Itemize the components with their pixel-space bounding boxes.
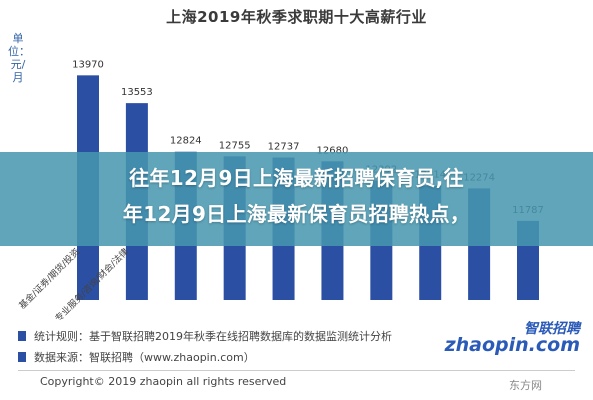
bar-value-label-3: 12824 bbox=[170, 136, 202, 147]
brand-logo-cn: 智联招聘 bbox=[524, 321, 580, 337]
headline-overlay bbox=[0, 152, 593, 246]
watermark: 东方网 bbox=[505, 376, 546, 394]
copyright-text: Copyright© 2019 zhaopin all rights reser… bbox=[40, 375, 287, 388]
legend-square-icon bbox=[18, 352, 26, 362]
headline-line-2: 年12月9日上海最新保育员招聘热点， bbox=[122, 202, 471, 226]
bar-value-label-5: 12737 bbox=[268, 142, 300, 153]
brand-logo-en: zhaopin.com bbox=[444, 334, 580, 356]
chart-title: 上海2019年秋季求职期十大高薪行业 bbox=[166, 8, 427, 26]
legend-stat-rule-text: 统计规则：基于智联招聘2019年秋季在线招聘数据库的数据监测统计分析 bbox=[34, 330, 392, 343]
legend-square-icon bbox=[18, 331, 26, 341]
legend-data-source: 数据来源：智联招聘（www.zhaopin.com） bbox=[18, 349, 255, 365]
bar-value-label-1: 13970 bbox=[72, 59, 104, 70]
footer-divider bbox=[18, 370, 575, 371]
y-axis-label: 单位：元/月 bbox=[8, 32, 30, 84]
bar-value-label-2: 13553 bbox=[121, 87, 153, 98]
headline-line-1: 往年12月9日上海最新招聘保育员,往 bbox=[129, 166, 464, 190]
headline: 往年12月9日上海最新招聘保育员,往 年12月9日上海最新保育员招聘热点， bbox=[0, 160, 593, 232]
brand-logo: 智联招聘 zhaopin.com bbox=[445, 318, 580, 358]
bar-value-label-6: 12680 bbox=[317, 145, 349, 156]
legend-stat-rule: 统计规则：基于智联招聘2019年秋季在线招聘数据库的数据监测统计分析 bbox=[18, 328, 392, 344]
legend-data-source-text: 数据来源：智联招聘（www.zhaopin.com） bbox=[34, 351, 255, 364]
bar-value-label-4: 12755 bbox=[219, 140, 251, 151]
